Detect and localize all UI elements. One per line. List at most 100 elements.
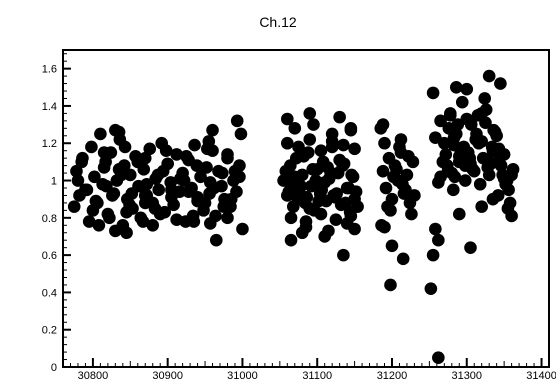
data-point [146, 218, 160, 232]
x-tick-label: 31200 [377, 370, 408, 380]
data-point [439, 148, 453, 161]
x-tick-label: 30900 [152, 370, 183, 380]
data-point [203, 176, 217, 189]
data-point [187, 215, 201, 228]
y-tick-label: 0.6 [42, 250, 57, 262]
data-point [209, 233, 223, 247]
data-point [136, 215, 150, 228]
x-tick-label: 30800 [78, 370, 109, 380]
data-point [424, 282, 438, 295]
data-point [451, 118, 465, 131]
x-tick-label: 31000 [227, 370, 258, 380]
data-point [342, 181, 355, 195]
data-point [452, 207, 466, 221]
data-point [191, 191, 204, 204]
data-point [473, 177, 487, 191]
data-point [217, 200, 231, 213]
data-point [230, 114, 244, 128]
data-point [281, 136, 294, 150]
data-point [288, 122, 302, 135]
data-point [203, 217, 217, 230]
data-point [236, 222, 249, 236]
data-point [405, 207, 418, 221]
data-point [446, 183, 460, 197]
data-point [432, 233, 445, 247]
data-point [460, 112, 474, 126]
data-point [67, 200, 81, 213]
data-point [106, 189, 119, 202]
data-point [112, 163, 126, 176]
data-point [379, 181, 393, 195]
data-point [378, 136, 391, 150]
data-point [475, 200, 489, 213]
data-point [494, 77, 507, 90]
y-tick-label: 1.2 [42, 138, 57, 150]
data-point [200, 161, 213, 174]
data-point [434, 114, 447, 128]
data-point [479, 116, 492, 130]
data-point [458, 174, 472, 187]
data-point [221, 148, 234, 161]
data-point [80, 183, 94, 197]
data-point [314, 144, 328, 157]
data-point [486, 192, 500, 206]
data-point [140, 177, 154, 191]
data-point [165, 183, 178, 197]
data-point [452, 149, 466, 163]
data-point [228, 164, 242, 178]
data-point [70, 164, 83, 178]
data-point [143, 142, 157, 156]
data-point [447, 131, 461, 144]
data-point [384, 278, 397, 292]
data-point [288, 170, 302, 184]
data-point [170, 148, 183, 161]
data-point [458, 159, 472, 172]
data-point [325, 127, 339, 141]
y-tick-label: 1.6 [42, 64, 57, 76]
data-point [125, 187, 139, 200]
data-point [441, 164, 455, 178]
data-point [444, 107, 457, 120]
data-point [400, 168, 414, 182]
data-point [329, 213, 343, 226]
data-point [284, 211, 298, 225]
data-point [170, 213, 183, 226]
data-point [206, 123, 219, 137]
data-point [118, 140, 132, 154]
data-point [120, 226, 133, 240]
y-tick-label: 0.2 [42, 325, 57, 337]
data-point [348, 142, 361, 156]
data-point [324, 166, 337, 180]
data-point [408, 189, 421, 202]
data-point [492, 142, 506, 156]
data-point [318, 176, 331, 189]
data-point [292, 140, 305, 154]
data-point [100, 179, 113, 193]
plot-frame [62, 49, 550, 368]
data-point [299, 220, 313, 234]
data-point [396, 252, 410, 266]
data-point [378, 220, 391, 234]
data-point [330, 187, 343, 200]
data-point [394, 133, 408, 146]
data-point [97, 161, 111, 174]
data-point [97, 146, 111, 159]
data-point [348, 222, 361, 236]
data-point [322, 224, 335, 238]
y-tick-label: 1.4 [42, 101, 57, 113]
data-point [138, 151, 152, 165]
data-point [190, 159, 204, 172]
data-point [497, 172, 511, 185]
data-point [337, 138, 350, 152]
y-tick-label: 0.8 [42, 213, 57, 225]
data-point [426, 86, 440, 100]
data-point [376, 118, 390, 131]
data-point [381, 200, 394, 213]
data-point [221, 211, 234, 225]
data-point [138, 189, 152, 202]
data-point [402, 149, 415, 163]
data-point [279, 164, 293, 178]
data-point [123, 168, 137, 182]
chart-title: Ch.12 [259, 14, 297, 30]
